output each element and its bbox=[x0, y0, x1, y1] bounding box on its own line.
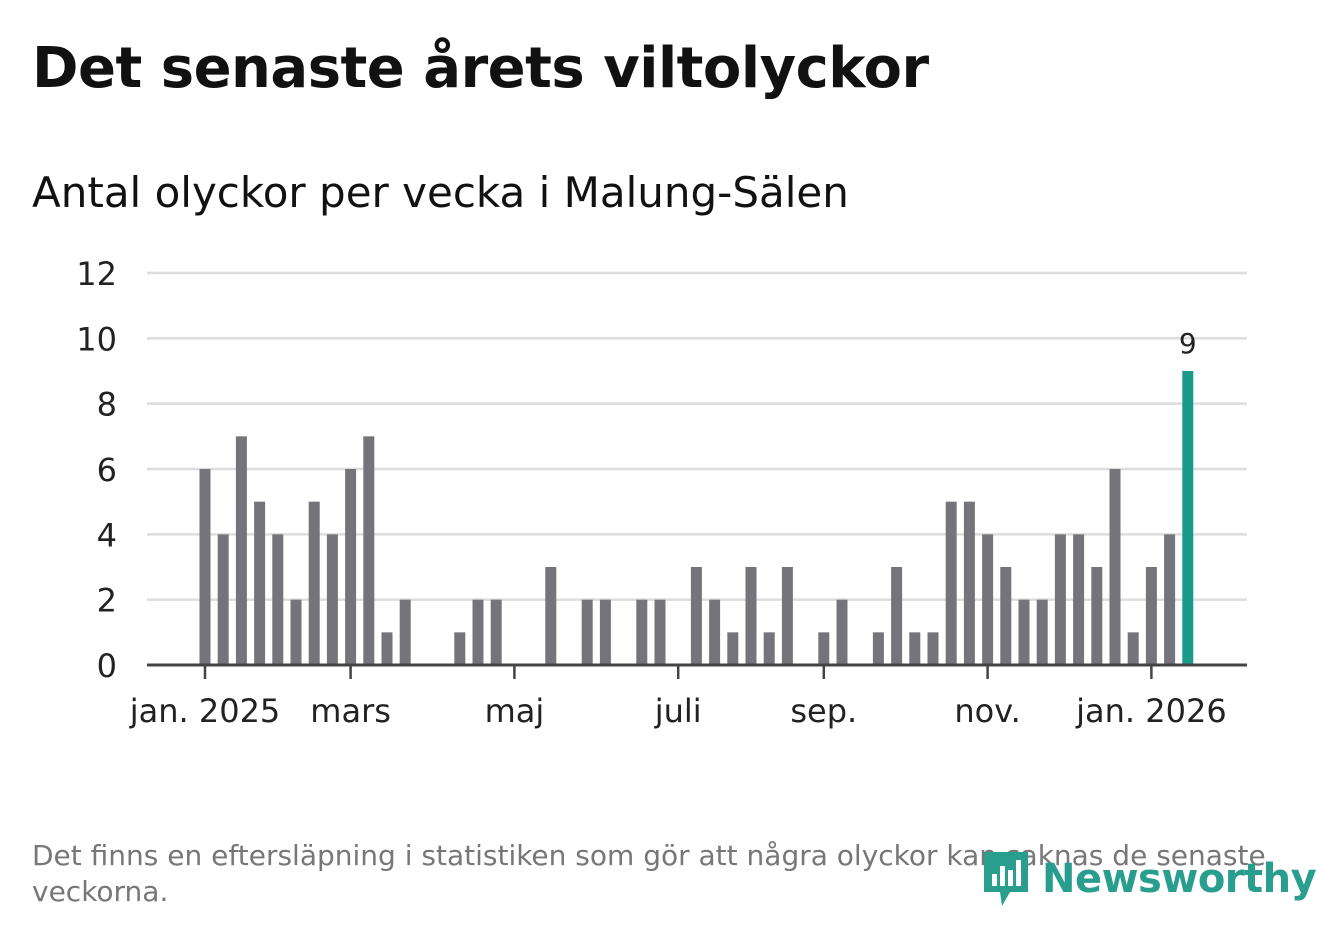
bar bbox=[217, 534, 229, 665]
bar bbox=[1054, 534, 1066, 665]
bar bbox=[963, 501, 975, 665]
bar bbox=[1164, 534, 1176, 665]
y-tick-label: 8 bbox=[97, 386, 117, 424]
bar bbox=[745, 567, 757, 665]
bar bbox=[235, 436, 247, 665]
data-label: 9 bbox=[1179, 327, 1197, 360]
bar bbox=[254, 501, 266, 665]
bar bbox=[326, 534, 338, 665]
bars bbox=[199, 371, 1194, 665]
bar bbox=[909, 632, 921, 665]
bar bbox=[472, 599, 484, 665]
bar bbox=[927, 632, 939, 665]
bar bbox=[836, 599, 848, 665]
bar bbox=[1018, 599, 1030, 665]
chart-title: Det senaste årets viltolyckor bbox=[32, 36, 929, 101]
bar-highlight bbox=[1182, 371, 1194, 665]
bar bbox=[345, 469, 357, 665]
footnote: Det finns en eftersläpning i statistiken… bbox=[32, 839, 1266, 908]
x-tick-label: jan. 2025 bbox=[129, 692, 281, 730]
bar bbox=[1091, 567, 1103, 665]
bar bbox=[290, 599, 302, 665]
bar bbox=[1000, 567, 1012, 665]
y-tick-label: 2 bbox=[97, 582, 117, 620]
bar bbox=[982, 534, 994, 665]
bar-chart: 0 2 4 6 8 10 12 9 jan. 2025 mars maj juli sep. nov. ja… bbox=[76, 255, 1247, 730]
bar bbox=[763, 632, 775, 665]
newsworthy-logo-text: Newsworthy bbox=[1042, 856, 1317, 902]
bar bbox=[308, 501, 320, 665]
x-tick-label: nov. bbox=[954, 692, 1020, 730]
x-tick-label: jan. 2026 bbox=[1075, 692, 1227, 730]
newsworthy-logo: Newsworthy bbox=[980, 848, 1317, 910]
bar bbox=[1109, 469, 1121, 665]
bar bbox=[581, 599, 593, 665]
bar bbox=[818, 632, 830, 665]
bar bbox=[1073, 534, 1085, 665]
x-tick-label: maj bbox=[485, 692, 545, 730]
chart-subtitle: Antal olyckor per vecka i Malung-Sälen bbox=[32, 168, 849, 217]
bar bbox=[690, 567, 702, 665]
x-tick-label: mars bbox=[310, 692, 391, 730]
y-tick-label: 12 bbox=[76, 255, 117, 293]
bar bbox=[490, 599, 502, 665]
bar bbox=[709, 599, 721, 665]
y-tick-label: 4 bbox=[97, 516, 117, 554]
bar bbox=[945, 501, 957, 665]
bar bbox=[272, 534, 284, 665]
bar bbox=[199, 469, 211, 665]
bar bbox=[891, 567, 903, 665]
bar bbox=[781, 567, 793, 665]
bar bbox=[727, 632, 739, 665]
bar bbox=[654, 599, 666, 665]
bar bbox=[454, 632, 466, 665]
bar bbox=[636, 599, 648, 665]
bar bbox=[1036, 599, 1048, 665]
bar bbox=[545, 567, 557, 665]
bar bbox=[1145, 567, 1157, 665]
bar bbox=[381, 632, 393, 665]
newsworthy-logo-icon bbox=[984, 852, 1028, 906]
y-tick-label: 10 bbox=[76, 320, 117, 358]
bar bbox=[872, 632, 884, 665]
bar bbox=[599, 599, 611, 665]
axes: 0 2 4 6 8 10 12 9 jan. 2025 mars maj juli sep. nov. ja… bbox=[76, 255, 1247, 730]
bar bbox=[363, 436, 375, 665]
bar bbox=[1127, 632, 1139, 665]
y-tick-label: 0 bbox=[97, 647, 117, 685]
y-tick-label: 6 bbox=[97, 451, 117, 489]
bar bbox=[399, 599, 411, 665]
x-tick-label: sep. bbox=[790, 692, 857, 730]
x-tick-label: juli bbox=[654, 692, 702, 730]
